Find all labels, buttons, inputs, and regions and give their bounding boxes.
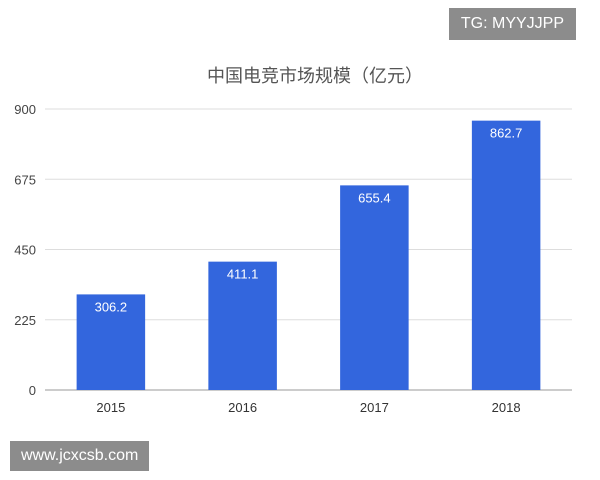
x-axis-labels: 2015 2016 2017 2018 — [96, 400, 520, 415]
x-tick-label-2017: 2017 — [360, 400, 389, 415]
y-tick-label: 900 — [14, 102, 36, 117]
tg-watermark-badge: TG: MYYJJPP — [448, 8, 576, 40]
bar-2017 — [340, 185, 409, 390]
bar-2016 — [208, 261, 277, 390]
site-watermark-badge: www.jcxcsb.com — [10, 441, 150, 471]
y-tick-label: 450 — [14, 243, 36, 258]
bar-2018 — [471, 120, 541, 391]
y-tick-label: 0 — [29, 383, 36, 398]
data-label-2016: 411.1 — [227, 267, 259, 282]
x-tick-label-2015: 2015 — [96, 400, 125, 415]
y-tick-label: 675 — [14, 172, 36, 187]
y-axis-ticks: 0 225 450 675 900 — [14, 102, 36, 398]
x-tick-label-2018: 2018 — [492, 400, 521, 415]
data-label-2017: 655.4 — [358, 190, 391, 205]
chart-title: 中国电竞市场规模（亿元） — [207, 66, 423, 87]
data-labels: 306.2 411.1 655.4 862.7 — [95, 126, 523, 315]
y-tick-label: 225 — [14, 313, 36, 328]
bars — [76, 120, 541, 391]
data-label-2015: 306.2 — [95, 299, 128, 314]
bar-2015 — [76, 294, 146, 390]
x-tick-label-2016: 2016 — [228, 400, 257, 415]
data-label-2018: 862.7 — [490, 126, 523, 141]
